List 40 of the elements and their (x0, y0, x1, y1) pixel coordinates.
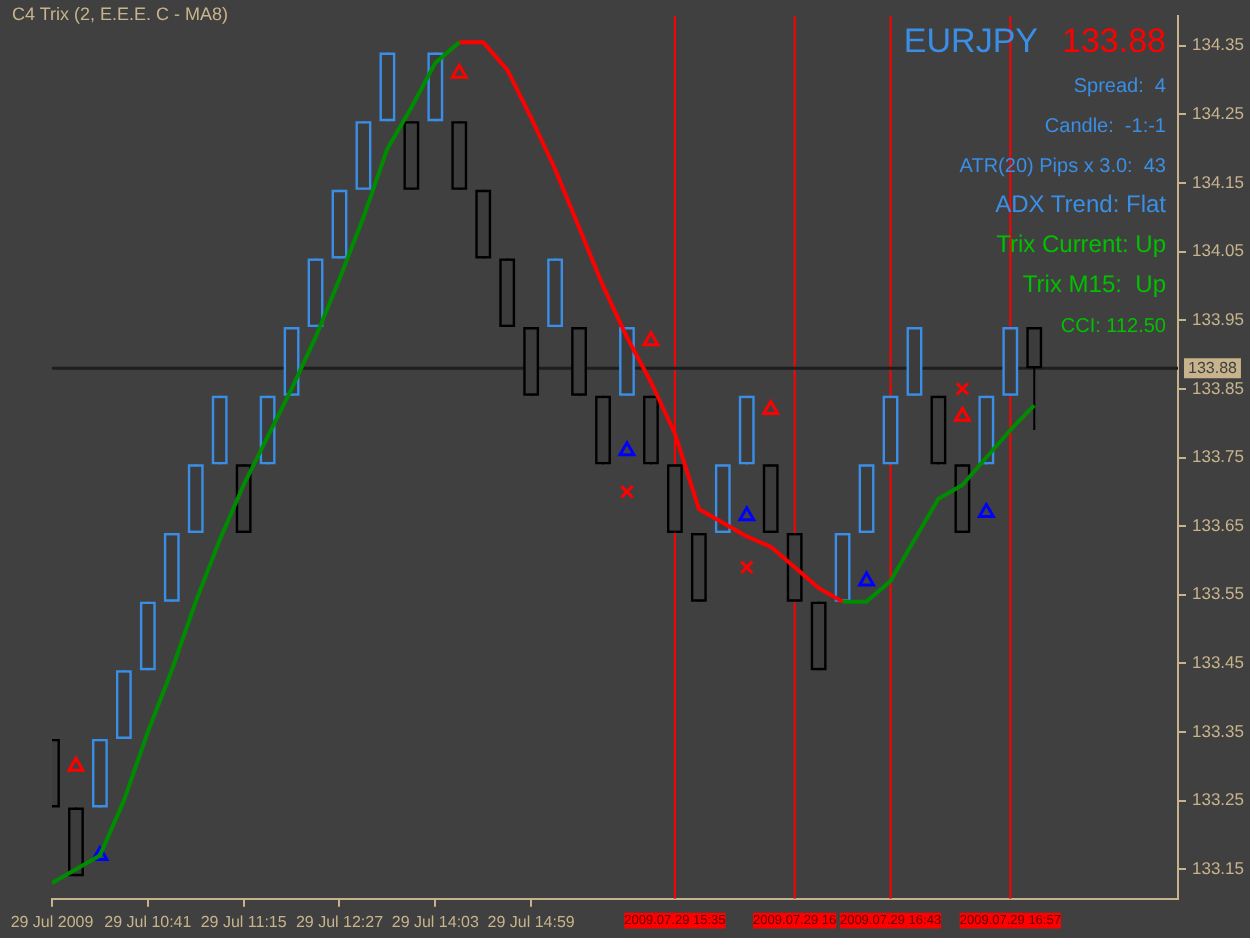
chart-title: C4 Trix (2, E.E.E. C - MA8) (12, 4, 229, 24)
y-tick-label: 133.45 (1192, 652, 1245, 673)
x-tick-label: 29 Jul 14:59 (487, 912, 576, 931)
y-tick-label: 133.25 (1192, 789, 1245, 810)
point (67, 756, 85, 772)
point (953, 406, 971, 422)
y-tick-label: 133.15 (1192, 857, 1245, 878)
x-tick-label: 29 Jul 2009 (10, 912, 95, 931)
annotation: 133.88 (1062, 22, 1166, 60)
x-tick-label: 29 Jul 11:15 (200, 912, 288, 931)
point (739, 560, 754, 575)
annotation: CCI: 112.50 (1060, 316, 1166, 338)
point (977, 502, 995, 518)
point (619, 484, 635, 499)
y-tick-label: 133.35 (1192, 720, 1245, 741)
y-tick-label: 133.55 (1192, 583, 1245, 604)
point (955, 381, 970, 397)
x-tick-label: 29 Jul 12:27 (295, 912, 385, 931)
point (450, 63, 468, 79)
point (762, 399, 780, 415)
point (642, 331, 660, 347)
y-tick-label: 133.65 (1192, 514, 1245, 535)
y-tick-label: 133.95 (1192, 308, 1245, 329)
annotation: Trix M15: Up (1022, 270, 1166, 298)
y-tick-label: 133.75 (1192, 446, 1245, 467)
point (91, 846, 109, 862)
annotation: Candle: -1:-1 (1044, 116, 1166, 138)
y-tick-label: 134.25 (1192, 103, 1245, 124)
x-tick-label: 29 Jul 10:41 (104, 912, 193, 931)
candlestick (1026, 326, 1043, 432)
annotation: Spread: 4 (1073, 76, 1166, 98)
point (858, 571, 875, 587)
y-tick-label: 134.35 (1192, 34, 1245, 55)
y-tick-label: 133.85 (1192, 377, 1245, 398)
point (618, 441, 636, 457)
point (738, 506, 756, 522)
ref-line-label: 133.88 (1188, 358, 1239, 377)
x-tick-label: 29 Jul 14:03 (391, 912, 481, 931)
y-tick-label: 134.05 (1192, 240, 1245, 261)
y-tick-label: 134.15 (1192, 171, 1245, 192)
